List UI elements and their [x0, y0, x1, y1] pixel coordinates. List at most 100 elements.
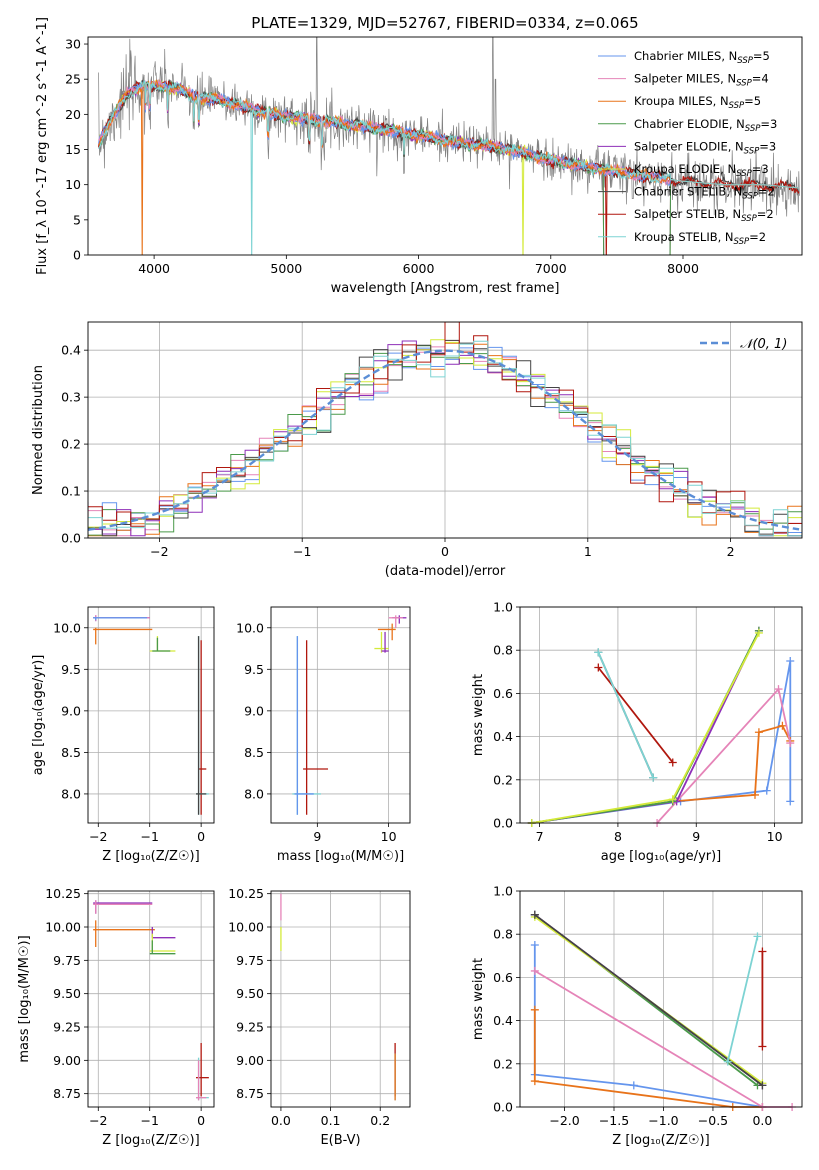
spectrum-xtick-label: 6000	[403, 261, 435, 276]
weight_age-ytick-label: 0.0	[493, 816, 513, 831]
weight_age-marker	[774, 685, 783, 694]
age_z-xtick-label: −1	[140, 829, 158, 844]
spectrum-xlabel: wavelength [Angstrom, rest frame]	[331, 281, 560, 296]
spectrum-legend: Chabrier MILES, NSSP=5 Salpeter MILES, NS…	[598, 49, 777, 247]
weight_age-marker	[754, 628, 763, 637]
weight_z-line-chabrier_stelib	[534, 914, 763, 1087]
age-z-frame	[87, 606, 215, 824]
age_z-xtick-label: −2	[89, 829, 107, 844]
weight_age-ytick-label: 0.4	[493, 729, 513, 744]
residuals-ytick-label: 0.0	[61, 531, 81, 546]
spectrum-ytick-label: 30	[65, 37, 81, 52]
age_mass-ytick-label: 10.0	[236, 620, 264, 635]
weight_z-xtick-label: −1.5	[599, 1113, 629, 1128]
mass_ebv-ytick-label: 10.25	[228, 886, 264, 901]
figure-title: PLATE=1329, MJD=52767, FIBERID=0334, z=0…	[251, 14, 638, 32]
weight_age-xtick-label: 9	[692, 829, 700, 844]
weight_age-ytick-label: 0.8	[493, 643, 513, 658]
mass-ebv-errorbars	[280, 893, 396, 1101]
weight_z-marker	[753, 932, 762, 941]
weight_z-ytick-label: 0.6	[493, 970, 513, 985]
weight_z-marker	[723, 1057, 732, 1066]
weight_z-line-chabrier_miles	[533, 945, 763, 1108]
residuals-xtick-label: −1	[293, 544, 311, 559]
weight_age-marker	[786, 657, 795, 665]
weight_age-ylabel: mass weight	[471, 674, 486, 756]
spectrum-lines	[98, 37, 800, 255]
weight_z-ytick-label: 0.0	[493, 1100, 513, 1115]
weight_z-marker	[758, 1042, 767, 1051]
mass_z-ytick-label: 9.75	[53, 953, 81, 968]
residuals-ytick-label: 0.4	[61, 343, 81, 358]
spectrum-ylabel: Flux [f_λ 10^-17 erg cm^-2 s^-1 A^-1]	[35, 17, 50, 275]
weight_age-marker	[778, 721, 787, 730]
age_z-xtick-label: 0	[197, 829, 205, 844]
weight_age-line-chabrier_miles	[531, 660, 792, 824]
spectrum-xtick-label: 5000	[270, 261, 302, 276]
weight_age-marker	[762, 786, 771, 795]
age_z-ytick-label: 9.0	[61, 703, 81, 718]
mass_ebv-ytick-label: 8.75	[236, 1086, 264, 1101]
histogram-kroupa_stelib	[88, 340, 802, 537]
legend-label: 𝒩(0, 1)	[740, 337, 787, 352]
age-mass-frame	[270, 606, 411, 824]
weight_z-xtick-label: 0.0	[752, 1113, 772, 1128]
mass_ebv-xlabel: E(B-V)	[320, 1133, 360, 1148]
mass_ebv-ytick-label: 9.50	[236, 986, 264, 1001]
mass_ebv-xtick-label: 0.2	[370, 1113, 390, 1128]
mass_z-ytick-label: 9.25	[53, 1020, 81, 1035]
age_z-ylabel: age [log₁₀(age/yr)]	[31, 655, 46, 776]
weight_z-ytick-label: 1.0	[493, 884, 513, 899]
age-mass-errorbars	[292, 615, 407, 815]
weight_age-line-kroupa_miles	[531, 724, 792, 824]
weight_z-frame	[519, 890, 803, 1108]
legend-label: Kroupa ELODIE, NSSP=3	[634, 162, 769, 179]
mass_z-xtick-label: 0	[197, 1113, 205, 1128]
residual-histograms	[88, 322, 802, 537]
mass_z-ytick-label: 8.75	[53, 1086, 81, 1101]
mass_z-xtick-label: −2	[89, 1113, 107, 1128]
weight_z-marker	[530, 910, 539, 919]
weight_z-ytick-label: 0.4	[493, 1013, 513, 1028]
mass_z-xlabel: Z [log₁₀(Z/Z☉)]	[102, 1133, 199, 1148]
mass-z-frame	[87, 890, 215, 1108]
weight_z-ytick-label: 0.8	[493, 927, 513, 942]
normal-pdf-line	[88, 349, 800, 531]
weight_age-marker	[594, 663, 603, 672]
weight_z-xtick-label: −2.0	[549, 1113, 579, 1128]
age_z-xlabel: Z [log₁₀(Z/Z☉)]	[102, 849, 199, 864]
spectrum-ytick-label: 25	[65, 72, 81, 87]
mass_z-ytick-label: 10.25	[45, 886, 81, 901]
age_z-axes: −2 −1 0 8.0 8.5 9.0 9.5 10.0 Z [log₁₀(Z/Z☉)] age …	[31, 607, 214, 864]
mass_ebv-xtick-label: 0.0	[271, 1113, 291, 1128]
age_z-ytick-label: 8.5	[61, 745, 81, 760]
weight_age-xlabel: age [log₁₀(age/yr)]	[601, 849, 722, 864]
model-line-kroupa_stelib	[98, 80, 800, 255]
residuals-xtick-label: 0	[441, 544, 449, 559]
legend-label: Chabrier STELIB, NSSP=2	[634, 185, 775, 202]
age_mass-xlabel: mass [log₁₀(M/M☉)]	[277, 849, 404, 864]
weight_z-marker	[530, 941, 539, 949]
weight_age-frame	[519, 606, 803, 824]
mass_ebv-ytick-label: 9.25	[236, 1020, 264, 1035]
legend-label: Kroupa MILES, NSSP=5	[634, 94, 761, 111]
weight_z-marker	[530, 1005, 539, 1014]
age_mass-ytick-label: 8.5	[244, 745, 264, 760]
weight_age-marker	[786, 739, 795, 748]
weight_z-ytick-label: 0.2	[493, 1056, 513, 1071]
age_mass-ytick-label: 9.0	[244, 703, 264, 718]
spectrum-ytick-label: 20	[65, 107, 81, 122]
residuals-xtick-label: 2	[727, 544, 735, 559]
spectrum-ytick-label: 10	[65, 177, 81, 192]
weight_age-xtick-label: 7	[536, 829, 544, 844]
legend-label: Kroupa STELIB, NSSP=2	[634, 230, 766, 247]
residuals-xtick-label: 1	[584, 544, 592, 559]
mass_z-xtick-label: −1	[140, 1113, 158, 1128]
weight_z-marker	[758, 1081, 767, 1090]
age-z-errorbars	[93, 615, 209, 815]
age_mass-ytick-label: 9.5	[244, 662, 264, 677]
mass_z-ylabel: mass [log₁₀(M/M☉)]	[17, 935, 32, 1062]
residuals-xlabel: (data-model)/error	[385, 564, 506, 579]
weight_z-marker	[530, 966, 539, 975]
weight_z-xtick-label: −0.5	[698, 1113, 728, 1128]
